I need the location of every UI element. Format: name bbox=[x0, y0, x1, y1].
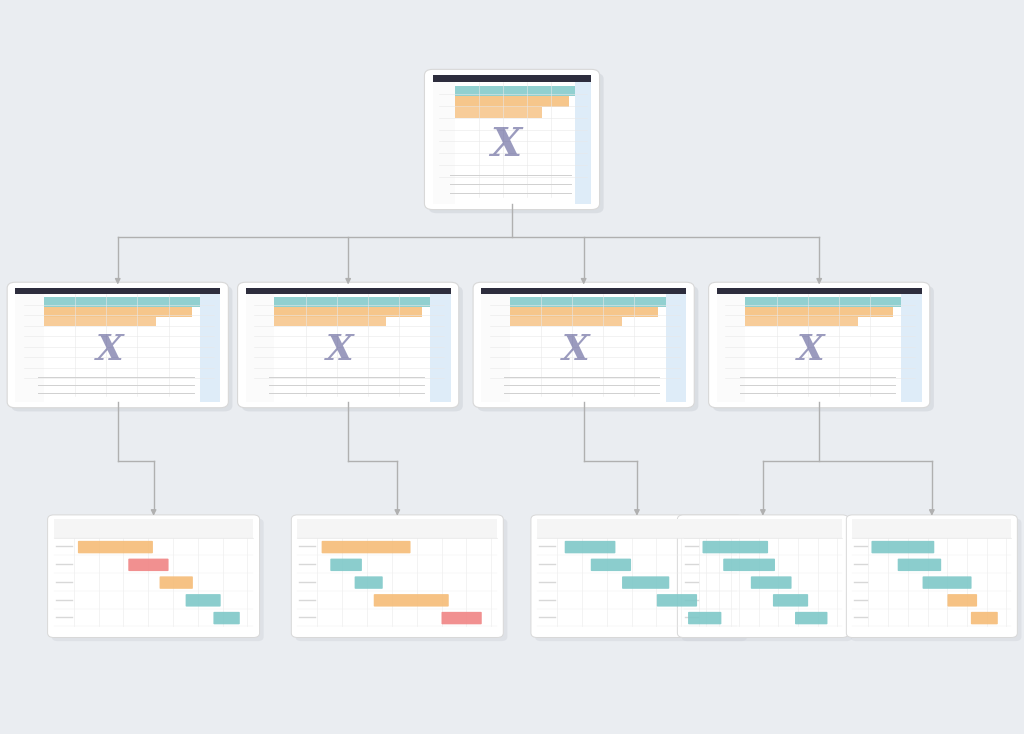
Bar bbox=[246, 288, 451, 294]
Bar bbox=[297, 520, 498, 537]
FancyBboxPatch shape bbox=[971, 612, 997, 625]
Text: X: X bbox=[562, 333, 589, 366]
FancyBboxPatch shape bbox=[923, 576, 972, 589]
Bar bbox=[537, 520, 737, 537]
Bar bbox=[852, 520, 1012, 537]
FancyBboxPatch shape bbox=[7, 283, 228, 408]
FancyBboxPatch shape bbox=[795, 612, 827, 625]
Bar bbox=[455, 107, 542, 118]
Bar bbox=[44, 316, 156, 327]
Bar bbox=[274, 307, 422, 316]
FancyBboxPatch shape bbox=[702, 541, 768, 553]
Bar bbox=[745, 297, 901, 307]
Bar bbox=[510, 316, 622, 327]
Bar bbox=[44, 297, 200, 307]
Bar bbox=[510, 297, 666, 307]
FancyBboxPatch shape bbox=[947, 594, 977, 606]
Text: X: X bbox=[327, 333, 353, 366]
Bar bbox=[481, 288, 686, 294]
FancyBboxPatch shape bbox=[428, 73, 603, 213]
Text: X: X bbox=[490, 126, 521, 164]
Bar bbox=[717, 294, 745, 402]
FancyBboxPatch shape bbox=[242, 286, 463, 411]
FancyBboxPatch shape bbox=[473, 283, 694, 408]
FancyBboxPatch shape bbox=[773, 594, 808, 606]
FancyBboxPatch shape bbox=[374, 594, 449, 606]
FancyBboxPatch shape bbox=[295, 519, 508, 642]
FancyBboxPatch shape bbox=[846, 515, 1018, 637]
FancyBboxPatch shape bbox=[11, 286, 232, 411]
Bar bbox=[481, 294, 510, 402]
FancyBboxPatch shape bbox=[213, 612, 240, 625]
Bar bbox=[455, 96, 569, 107]
Bar bbox=[15, 288, 220, 294]
Bar bbox=[246, 294, 274, 402]
Bar bbox=[745, 316, 857, 327]
FancyBboxPatch shape bbox=[530, 515, 743, 637]
FancyBboxPatch shape bbox=[424, 70, 599, 210]
Bar bbox=[745, 307, 893, 316]
FancyBboxPatch shape bbox=[713, 286, 934, 411]
Bar bbox=[432, 75, 592, 82]
FancyBboxPatch shape bbox=[441, 612, 481, 625]
FancyBboxPatch shape bbox=[331, 559, 361, 571]
Bar bbox=[455, 86, 575, 96]
FancyBboxPatch shape bbox=[564, 541, 615, 553]
FancyBboxPatch shape bbox=[477, 286, 698, 411]
FancyBboxPatch shape bbox=[160, 576, 193, 589]
FancyBboxPatch shape bbox=[78, 541, 153, 553]
FancyBboxPatch shape bbox=[51, 519, 264, 642]
FancyBboxPatch shape bbox=[354, 576, 383, 589]
FancyBboxPatch shape bbox=[656, 594, 697, 606]
Bar bbox=[430, 294, 451, 402]
FancyBboxPatch shape bbox=[185, 594, 221, 606]
Bar bbox=[44, 307, 191, 316]
Bar bbox=[274, 316, 386, 327]
FancyBboxPatch shape bbox=[128, 559, 169, 571]
Text: X: X bbox=[96, 333, 123, 366]
FancyBboxPatch shape bbox=[322, 541, 411, 553]
Bar bbox=[274, 297, 430, 307]
Bar bbox=[666, 294, 686, 402]
FancyBboxPatch shape bbox=[622, 576, 670, 589]
FancyBboxPatch shape bbox=[238, 283, 459, 408]
Bar bbox=[901, 294, 922, 402]
FancyBboxPatch shape bbox=[291, 515, 504, 637]
Bar bbox=[200, 294, 220, 402]
FancyBboxPatch shape bbox=[47, 515, 260, 637]
Bar bbox=[510, 307, 657, 316]
Text: X: X bbox=[798, 333, 824, 366]
FancyBboxPatch shape bbox=[591, 559, 631, 571]
Bar bbox=[717, 288, 922, 294]
FancyBboxPatch shape bbox=[751, 576, 792, 589]
FancyBboxPatch shape bbox=[682, 519, 852, 642]
FancyBboxPatch shape bbox=[709, 283, 930, 408]
FancyBboxPatch shape bbox=[678, 515, 848, 637]
Bar bbox=[53, 520, 254, 537]
FancyBboxPatch shape bbox=[850, 519, 1022, 642]
Bar bbox=[684, 520, 842, 537]
Bar bbox=[15, 294, 44, 402]
FancyBboxPatch shape bbox=[688, 612, 721, 625]
FancyBboxPatch shape bbox=[535, 519, 748, 642]
FancyBboxPatch shape bbox=[898, 559, 941, 571]
FancyBboxPatch shape bbox=[723, 559, 775, 571]
FancyBboxPatch shape bbox=[871, 541, 934, 553]
Bar bbox=[432, 82, 455, 203]
Bar bbox=[575, 82, 592, 203]
